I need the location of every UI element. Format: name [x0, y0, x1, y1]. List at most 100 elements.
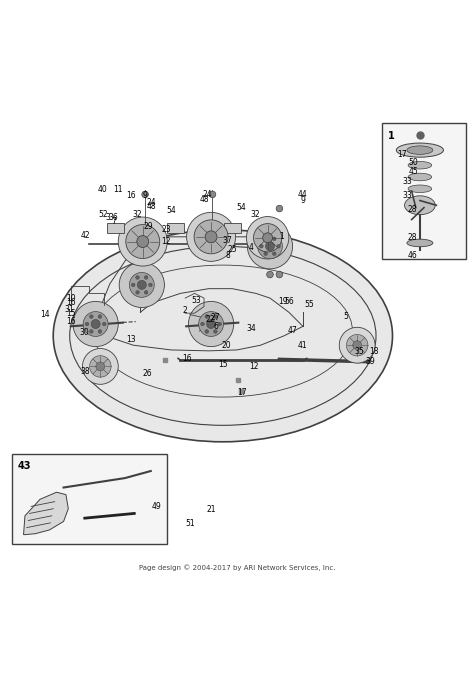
Circle shape	[102, 322, 106, 326]
Circle shape	[218, 322, 221, 326]
Text: 55: 55	[304, 300, 314, 308]
Circle shape	[126, 225, 160, 259]
Text: 6: 6	[213, 322, 218, 331]
Text: 1: 1	[388, 131, 394, 141]
Text: 4: 4	[249, 243, 254, 252]
Text: 20: 20	[221, 340, 231, 350]
Circle shape	[247, 223, 292, 269]
Bar	[167, 223, 184, 233]
Text: 15: 15	[218, 360, 228, 368]
Text: 17: 17	[237, 388, 246, 397]
Circle shape	[187, 212, 236, 262]
Text: 16: 16	[66, 298, 76, 307]
Bar	[12, 454, 167, 544]
Text: 15: 15	[66, 308, 76, 317]
Text: 12: 12	[162, 237, 171, 246]
Text: 28: 28	[408, 234, 417, 242]
Circle shape	[96, 362, 105, 371]
Circle shape	[339, 328, 375, 363]
Text: 29: 29	[144, 222, 153, 231]
Circle shape	[246, 217, 289, 259]
Circle shape	[82, 349, 118, 384]
Circle shape	[137, 281, 146, 289]
Circle shape	[254, 223, 282, 252]
Text: 24: 24	[146, 198, 156, 207]
Text: 5: 5	[343, 313, 348, 321]
Text: 33: 33	[403, 177, 412, 186]
Text: 7: 7	[111, 217, 116, 226]
Circle shape	[131, 283, 135, 287]
Circle shape	[214, 330, 217, 333]
Circle shape	[129, 272, 154, 298]
Text: 32: 32	[250, 210, 260, 219]
Circle shape	[85, 322, 89, 326]
Text: 14: 14	[40, 310, 50, 319]
Ellipse shape	[407, 146, 433, 155]
Text: 16: 16	[66, 317, 76, 326]
Circle shape	[257, 234, 283, 259]
Ellipse shape	[407, 239, 433, 247]
Circle shape	[83, 312, 108, 336]
Circle shape	[189, 302, 234, 347]
Text: 36: 36	[109, 212, 118, 221]
Text: 54: 54	[237, 203, 246, 212]
Circle shape	[209, 191, 216, 197]
Text: 38: 38	[81, 366, 90, 376]
Circle shape	[73, 302, 118, 347]
Ellipse shape	[53, 229, 392, 442]
Circle shape	[205, 330, 209, 333]
Text: 33: 33	[403, 191, 412, 200]
Circle shape	[119, 262, 164, 308]
Circle shape	[264, 252, 267, 255]
Bar	[382, 123, 466, 259]
Text: 21: 21	[206, 505, 216, 513]
Text: 26: 26	[143, 369, 152, 378]
Text: 8: 8	[225, 251, 230, 260]
Polygon shape	[24, 492, 68, 535]
Text: 41: 41	[297, 340, 307, 350]
Text: 16: 16	[182, 354, 191, 363]
Text: 45: 45	[409, 168, 419, 176]
Text: 46: 46	[408, 251, 417, 260]
Text: 25: 25	[228, 245, 237, 254]
Bar	[107, 223, 124, 233]
Text: 3: 3	[105, 212, 110, 221]
Text: 48: 48	[199, 195, 209, 204]
Ellipse shape	[408, 185, 432, 193]
Circle shape	[260, 244, 263, 248]
Text: 16: 16	[126, 191, 136, 200]
Circle shape	[353, 340, 362, 349]
Circle shape	[118, 217, 167, 266]
Circle shape	[194, 220, 228, 254]
Text: 24: 24	[203, 190, 213, 199]
Text: 40: 40	[98, 185, 108, 194]
Text: 1: 1	[279, 232, 284, 241]
Text: 47: 47	[288, 326, 298, 334]
Circle shape	[144, 291, 148, 294]
Ellipse shape	[408, 161, 432, 169]
Circle shape	[148, 283, 152, 287]
Text: 2: 2	[183, 306, 188, 315]
Text: 27: 27	[211, 313, 220, 322]
Text: 56: 56	[284, 297, 294, 306]
Circle shape	[276, 271, 283, 278]
Text: 23: 23	[162, 225, 171, 234]
Ellipse shape	[396, 143, 444, 157]
Bar	[224, 223, 241, 233]
Circle shape	[263, 233, 273, 242]
Ellipse shape	[405, 196, 435, 215]
Circle shape	[201, 322, 204, 326]
Circle shape	[90, 315, 93, 319]
Circle shape	[277, 244, 281, 248]
Circle shape	[90, 330, 93, 333]
Text: 30: 30	[79, 328, 89, 336]
Circle shape	[276, 205, 283, 212]
Text: 28: 28	[408, 205, 417, 214]
Text: 11: 11	[113, 185, 123, 194]
Circle shape	[136, 276, 139, 279]
Circle shape	[214, 315, 217, 319]
Circle shape	[265, 242, 274, 251]
Text: 12: 12	[249, 362, 258, 371]
Text: 19: 19	[278, 298, 288, 306]
Circle shape	[264, 237, 267, 240]
